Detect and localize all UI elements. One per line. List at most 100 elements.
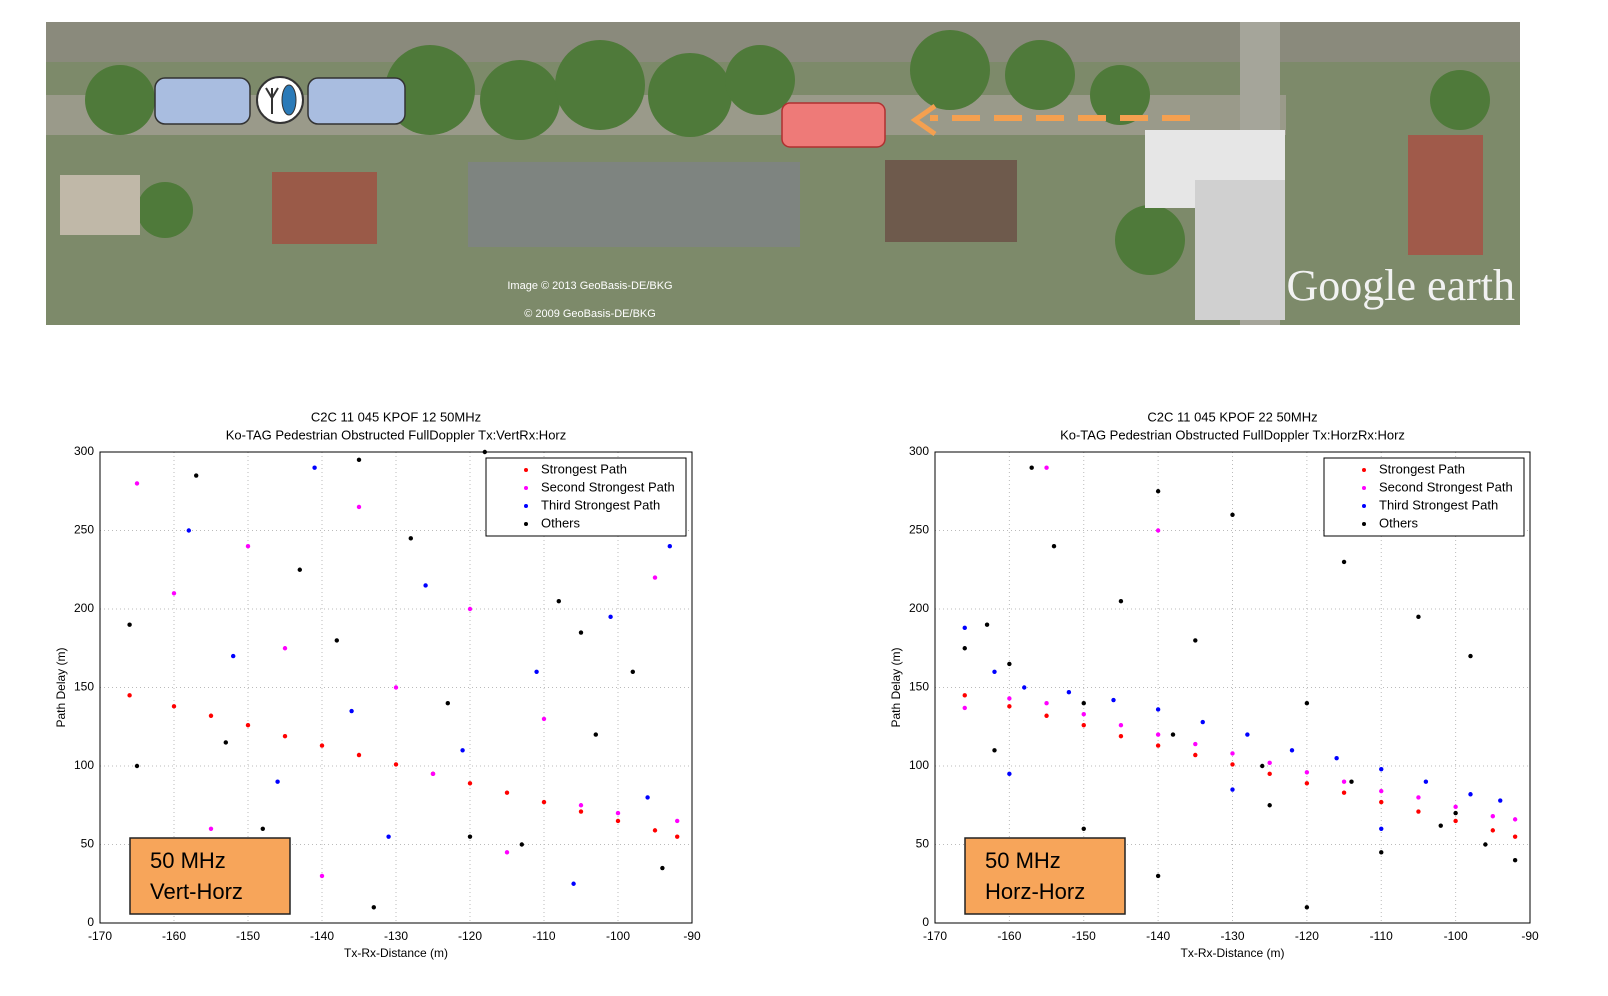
point (653, 575, 657, 579)
y-tick-label: 250 (909, 523, 929, 537)
point (963, 693, 967, 697)
point (1379, 800, 1383, 804)
y-tick-label: 50 (81, 837, 95, 851)
point (1513, 817, 1517, 821)
point (446, 701, 450, 705)
point (209, 714, 213, 718)
point (1290, 748, 1294, 752)
point (1193, 753, 1197, 757)
point (668, 544, 672, 548)
point (594, 732, 598, 736)
point (992, 670, 996, 674)
point (1260, 764, 1264, 768)
x-tick-label: -130 (1220, 929, 1244, 943)
x-axis-label: Tx-Rx-Distance (m) (344, 946, 448, 960)
point (1171, 732, 1175, 736)
point (653, 828, 657, 832)
point (1156, 528, 1160, 532)
point (135, 764, 139, 768)
point (963, 646, 967, 650)
annotation-text: 50 MHz (150, 848, 226, 873)
y-tick-label: 50 (916, 837, 930, 851)
y-tick-label: 0 (922, 915, 929, 929)
point (579, 803, 583, 807)
point (1379, 850, 1383, 854)
point (1230, 513, 1234, 517)
annotation-text: Vert-Horz (150, 879, 243, 904)
point (645, 795, 649, 799)
point (127, 623, 131, 627)
point (1305, 701, 1309, 705)
point (394, 762, 398, 766)
x-tick-label: -150 (236, 929, 260, 943)
point (1379, 767, 1383, 771)
legend-marker (524, 522, 528, 526)
point (194, 473, 198, 477)
point (1029, 466, 1033, 470)
x-tick-label: -140 (310, 929, 334, 943)
x-tick-label: -170 (88, 929, 112, 943)
figure: Image © 2013 GeoBasis-DE/BKG © 2009 GeoB… (0, 0, 1608, 991)
point (1453, 819, 1457, 823)
point (985, 623, 989, 627)
legend-marker (1362, 504, 1366, 508)
point (172, 704, 176, 708)
point (468, 834, 472, 838)
point (571, 882, 575, 886)
legend-marker (524, 504, 528, 508)
annotation: 50 MHzHorz-Horz (965, 838, 1125, 914)
point (1201, 720, 1205, 724)
aerial-photo: Image © 2013 GeoBasis-DE/BKG © 2009 GeoB… (46, 22, 1520, 325)
point (1305, 781, 1309, 785)
y-tick-label: 150 (909, 680, 929, 694)
point (483, 450, 487, 454)
legend-label: Others (1379, 515, 1419, 530)
legend-marker (1362, 486, 1366, 490)
point (675, 819, 679, 823)
point (246, 723, 250, 727)
point (675, 834, 679, 838)
point (283, 646, 287, 650)
point (542, 717, 546, 721)
chart-subtitle: Ko-TAG Pedestrian Obstructed FullDoppler… (1060, 427, 1405, 442)
x-tick-label: -120 (1295, 929, 1319, 943)
point (1052, 544, 1056, 548)
point (579, 809, 583, 813)
point (616, 819, 620, 823)
point (1007, 662, 1011, 666)
point (1267, 761, 1271, 765)
point (1193, 638, 1197, 642)
point (1416, 809, 1420, 813)
point (357, 505, 361, 509)
point (1513, 858, 1517, 862)
point (1483, 842, 1487, 846)
image-credit: © 2009 GeoBasis-DE/BKG (524, 308, 656, 320)
point (1007, 772, 1011, 776)
y-axis-label: Path Delay (m) (54, 647, 68, 727)
y-tick-label: 100 (74, 758, 94, 772)
y-tick-label: 150 (74, 680, 94, 694)
point (1044, 714, 1048, 718)
point (209, 827, 213, 831)
point (372, 905, 376, 909)
annotation-text: 50 MHz (985, 848, 1061, 873)
point (1453, 811, 1457, 815)
point (460, 748, 464, 752)
chart: C2C 11 045 KPOF 22 50MHzKo-TAG Pedestria… (889, 409, 1539, 960)
legend-label: Second Strongest Path (541, 479, 675, 494)
point (1082, 827, 1086, 831)
x-tick-label: -90 (683, 929, 701, 943)
point (187, 528, 191, 532)
legend-label: Third Strongest Path (541, 497, 660, 512)
legend-marker (1362, 468, 1366, 472)
point (224, 740, 228, 744)
point (386, 834, 390, 838)
point (992, 748, 996, 752)
x-tick-label: -160 (997, 929, 1021, 943)
point (608, 615, 612, 619)
point (320, 874, 324, 878)
point (520, 842, 524, 846)
point (1082, 701, 1086, 705)
